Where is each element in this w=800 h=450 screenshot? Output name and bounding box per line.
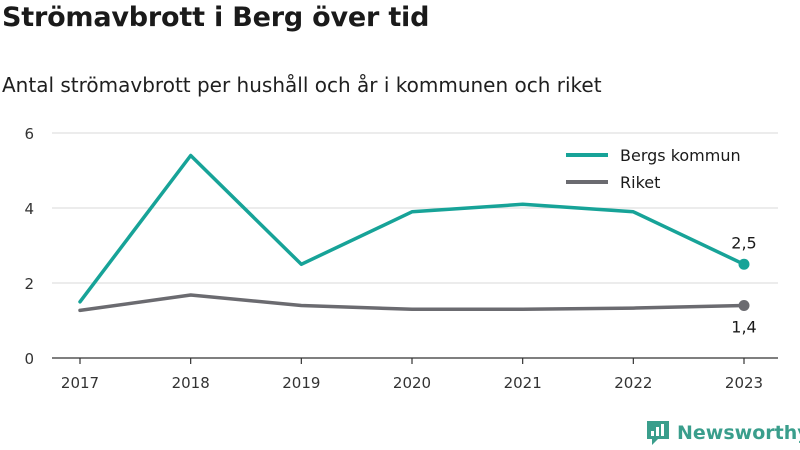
x-tick-label-2022: 2022 [614,374,652,392]
brand-logo: Newsworthy [645,419,800,447]
y-tick-label-2: 2 [24,275,34,293]
x-tick-label-2019: 2019 [282,374,320,392]
legend: Bergs kommun Riket [566,146,741,192]
series-lines [78,153,750,313]
end-label-bergs-kommun: 2,5 [731,233,756,252]
data-labels: 2,5 1,4 [731,233,756,336]
brand-name: Newsworthy [677,422,800,444]
legend-label-bergs-kommun: Bergs kommun [620,146,741,165]
y-tick-label-4: 4 [24,200,34,218]
newsworthy-logo-icon [647,421,669,445]
y-tick-label-0: 0 [24,350,34,368]
x-tick-label-2021: 2021 [504,374,542,392]
end-label-riket: 1,4 [731,318,756,337]
grid-lines [52,132,778,284]
series-line-riket [78,293,746,313]
x-tick-label-2020: 2020 [393,374,431,392]
end-point-riket [738,300,750,311]
x-tick-label-2023: 2023 [725,374,763,392]
chart-title: Strömavbrott i Berg över tid [2,2,430,33]
end-point-bergs-kommun [738,258,750,270]
legend-label-riket: Riket [620,173,660,192]
axes: 0 2 4 6 2017 2018 2019 2020 2021 2022 2023 [24,125,778,392]
series-line-bergs-kommun [78,153,746,304]
y-tick-label-6: 6 [24,125,34,143]
chart-subtitle: Antal strömavbrott per hushåll och år i … [2,73,602,97]
x-tick-label-2017: 2017 [61,374,99,392]
x-tick-label-2018: 2018 [172,374,210,392]
